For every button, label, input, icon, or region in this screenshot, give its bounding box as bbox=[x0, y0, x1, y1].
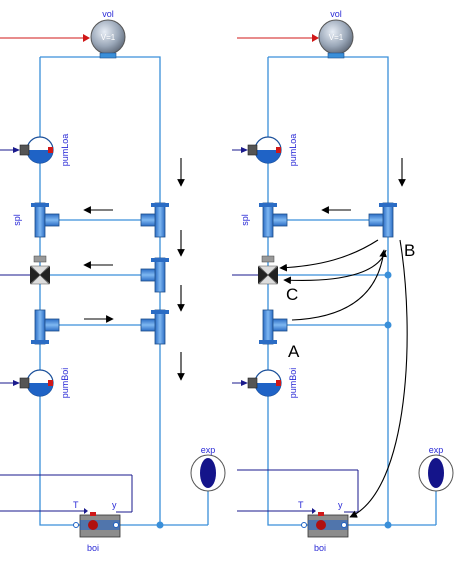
right-tee-lower[interactable] bbox=[259, 309, 288, 345]
right-valve[interactable] bbox=[232, 255, 278, 285]
left-pump-bottom-label: pumBoi bbox=[60, 368, 70, 399]
right-vol-port bbox=[327, 52, 345, 59]
right-splitter-label: spl bbox=[240, 214, 250, 226]
annotation-b: B bbox=[404, 241, 415, 260]
left-junction bbox=[156, 521, 164, 529]
right-boiler-y: y bbox=[338, 500, 343, 510]
right-junctions bbox=[384, 271, 392, 529]
right-diagram: vol V=1 pumLoa spl bbox=[232, 9, 454, 553]
left-tee-right-3[interactable] bbox=[140, 309, 169, 345]
right-boiler[interactable]: T y boi bbox=[298, 500, 349, 553]
left-pipes bbox=[39, 56, 209, 526]
right-splitter[interactable]: spl bbox=[240, 202, 288, 238]
right-flow-arrows bbox=[279, 158, 408, 518]
annotation-a: A bbox=[288, 342, 300, 361]
right-pump-top-label: pumLoa bbox=[288, 134, 298, 167]
left-boiler-label: boi bbox=[87, 543, 99, 553]
left-diagram: vol V=1 pumLoa spl bbox=[0, 9, 226, 553]
right-exp[interactable]: exp bbox=[418, 445, 454, 492]
left-tee-right-1[interactable] bbox=[140, 202, 169, 238]
left-splitter[interactable]: spl bbox=[12, 202, 60, 238]
left-exp-label: exp bbox=[201, 445, 216, 455]
left-vol-label: vol bbox=[102, 9, 114, 19]
right-pump-bottom-label: pumBoi bbox=[288, 368, 298, 399]
right-exp-label: exp bbox=[429, 445, 444, 455]
left-tee-lower[interactable] bbox=[31, 309, 60, 345]
left-pump-bottom[interactable]: pumBoi bbox=[0, 368, 70, 399]
left-vol[interactable]: vol V=1 bbox=[90, 9, 126, 59]
right-pump-bottom[interactable]: pumBoi bbox=[232, 368, 298, 399]
right-pump-top[interactable]: pumLoa bbox=[232, 134, 298, 167]
right-vol-label: vol bbox=[330, 9, 342, 19]
left-vol-value: V=1 bbox=[101, 33, 116, 42]
annotation-c: C bbox=[286, 285, 298, 304]
right-tee-right-1[interactable] bbox=[368, 202, 397, 238]
left-vol-port bbox=[99, 52, 117, 59]
left-pump-top[interactable]: pumLoa bbox=[0, 134, 70, 167]
left-boiler[interactable]: T y boi bbox=[73, 500, 164, 553]
right-boiler-label: boi bbox=[314, 543, 326, 553]
left-boiler-T: T bbox=[73, 500, 79, 510]
left-exp[interactable]: exp bbox=[190, 445, 226, 492]
left-flow-arrows bbox=[83, 158, 185, 381]
right-red-arrow bbox=[312, 34, 319, 42]
right-vol-value: V=1 bbox=[329, 33, 344, 42]
left-pump-top-label: pumLoa bbox=[60, 134, 70, 167]
left-tee-right-2[interactable] bbox=[140, 257, 169, 293]
right-boiler-T: T bbox=[298, 500, 304, 510]
left-splitter-label: spl bbox=[12, 214, 22, 226]
left-valve[interactable] bbox=[0, 255, 50, 285]
left-boiler-y: y bbox=[112, 500, 117, 510]
left-signal-lines bbox=[0, 474, 133, 513]
left-red-arrow bbox=[83, 34, 90, 42]
right-vol[interactable]: vol V=1 bbox=[318, 9, 354, 59]
